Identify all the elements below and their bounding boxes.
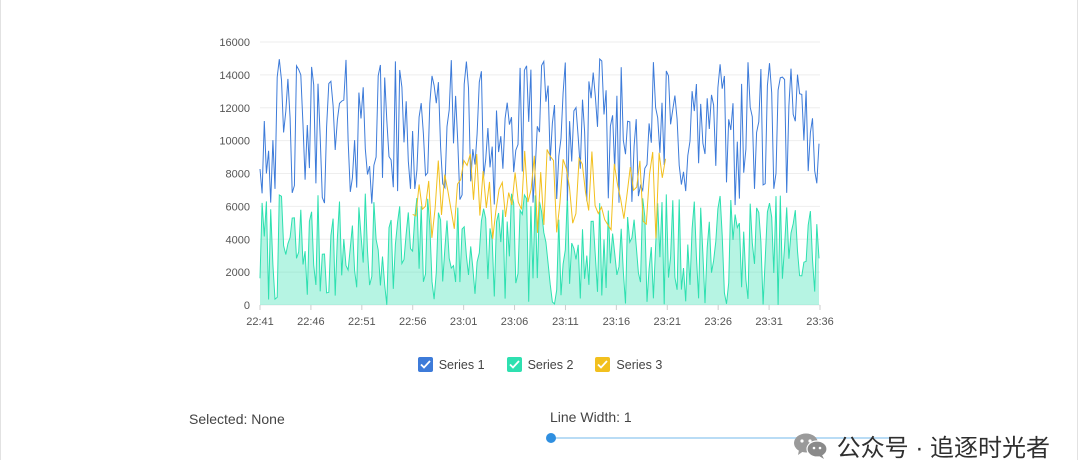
x-tick-label: 23:31: [755, 316, 783, 328]
x-tick-label: 22:41: [246, 316, 274, 328]
legend-item-series-3[interactable]: Series 3: [595, 357, 662, 372]
watermark-text: 公众号 · 追逐时光者: [836, 435, 1050, 462]
y-tick-label: 6000: [226, 201, 250, 213]
x-tick-label: 22:51: [348, 316, 376, 328]
chart-area: 0 2000 4000 6000 8000 10000 12000 14000 16000 22:…: [219, 37, 834, 328]
y-tick-label: 8000: [226, 169, 250, 181]
slider-thumb[interactable]: [546, 433, 556, 443]
x-tick-label: 23:06: [501, 316, 529, 328]
x-tick-label: 23:11: [552, 316, 579, 328]
y-tick-label: 12000: [219, 103, 250, 115]
watermark: 公众号 · 追逐时光者: [793, 428, 1050, 463]
legend-label: Series 2: [527, 357, 574, 372]
line-width-label: Line Width: 1: [550, 409, 632, 425]
x-tick-label: 22:56: [399, 316, 427, 328]
y-tick-label: 0: [244, 300, 250, 312]
legend-item-series-2[interactable]: Series 2: [506, 357, 574, 372]
x-tick-label: 23:21: [654, 316, 682, 328]
legend-item-series-1[interactable]: Series 1: [417, 357, 485, 372]
chart-legend: Series 1 Series 2 Series 3: [0, 357, 1080, 372]
x-tick-label: 23:01: [450, 316, 478, 328]
x-tick-label: 23:26: [704, 316, 732, 328]
legend-label: Series 3: [616, 357, 663, 372]
y-tick-label: 14000: [219, 70, 250, 82]
checkbox-checked-icon[interactable]: [595, 357, 611, 372]
checkbox-checked-icon[interactable]: [506, 357, 522, 372]
slider-track[interactable]: [550, 437, 891, 439]
checkbox-checked-icon[interactable]: [417, 357, 433, 372]
x-tick-label: 23:36: [806, 316, 834, 328]
y-tick-label: 16000: [219, 37, 250, 49]
wechat-icon: [793, 432, 829, 460]
y-tick-label: 4000: [226, 234, 250, 246]
legend-label: Series 1: [438, 357, 485, 372]
x-tick-label: 22:46: [297, 316, 325, 328]
y-tick-label: 2000: [226, 267, 250, 279]
series-1-line: [259, 57, 820, 206]
series-3-line: [412, 149, 666, 239]
selected-status: Selected: None: [189, 411, 285, 427]
y-tick-label: 10000: [219, 136, 250, 148]
line-width-slider[interactable]: [546, 430, 891, 446]
x-tick-label: 23:16: [603, 316, 631, 328]
